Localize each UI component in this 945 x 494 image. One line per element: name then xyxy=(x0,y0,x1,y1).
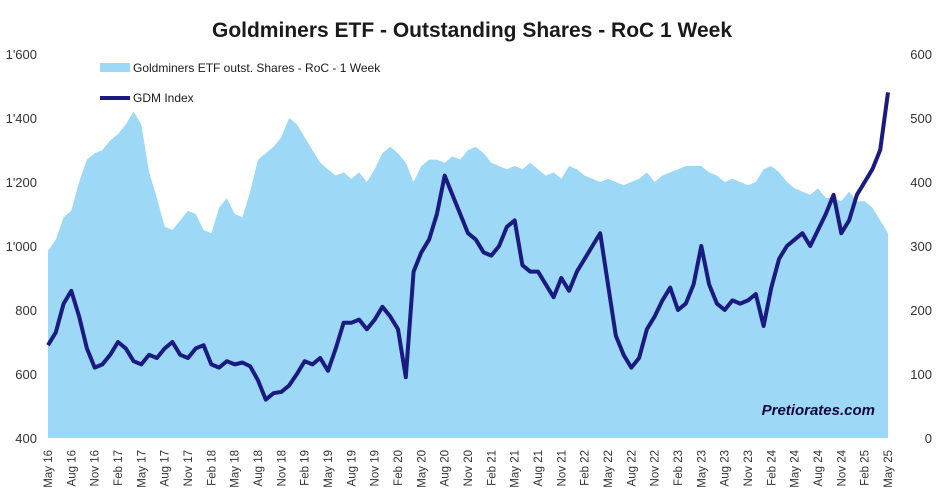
x-axis-tick-label: Aug 24 xyxy=(813,449,825,486)
chart-title: Goldminers ETF - Outstanding Shares - Ro… xyxy=(212,19,732,42)
series-line-gdm-index xyxy=(46,92,890,402)
x-axis-tick-label: May 24 xyxy=(790,449,802,487)
x-axis-tick-label: Feb 22 xyxy=(580,450,592,486)
x-axis-tick-label: May 17 xyxy=(136,450,148,488)
left-axis: 400 600 800 1'000 1'200 1'400 1'600 xyxy=(6,47,37,446)
x-axis-tick-label: Aug 16 xyxy=(66,450,78,486)
x-axis-tick-label: Aug 18 xyxy=(253,450,265,486)
x-axis-tick-label: Nov 16 xyxy=(90,450,102,486)
x-axis-tick-label: Feb 17 xyxy=(113,450,125,486)
x-axis-tick-label: May 22 xyxy=(603,450,615,488)
right-axis-tick-label: 500 xyxy=(910,111,932,126)
x-axis-tick-label: Aug 19 xyxy=(346,450,358,486)
left-axis-tick-label: 800 xyxy=(15,303,37,318)
left-axis-tick-label: 400 xyxy=(15,431,37,446)
x-axis-tick-label: Nov 21 xyxy=(556,450,568,486)
x-axis-tick-label: Nov 23 xyxy=(743,450,755,486)
x-axis-tick-label: May 18 xyxy=(230,450,242,488)
x-axis-tick-label: Nov 22 xyxy=(650,450,662,486)
x-axis-tick-label: Feb 21 xyxy=(486,450,498,486)
x-axis-tick-label: Feb 24 xyxy=(766,449,778,485)
right-axis: 0 100 200 300 400 500 600 xyxy=(910,47,932,446)
x-axis-tick-label: Aug 17 xyxy=(160,450,172,486)
x-axis-tick-label: May 25 xyxy=(883,450,895,488)
legend-swatch-shares xyxy=(100,63,130,72)
x-axis-tick-label: May 19 xyxy=(323,450,335,488)
x-axis-tick-label: Nov 24 xyxy=(836,449,848,486)
x-axis-tick-label: Aug 21 xyxy=(533,450,545,486)
left-axis-tick-label: 1'400 xyxy=(6,111,37,126)
legend: Goldminers ETF outst. Shares - RoC - 1 W… xyxy=(100,61,381,105)
left-axis-tick-label: 1'000 xyxy=(6,239,37,254)
x-axis-tick-label: Aug 20 xyxy=(440,450,452,486)
legend-label-shares: Goldminers ETF outst. Shares - RoC - 1 W… xyxy=(133,61,381,75)
right-axis-tick-label: 0 xyxy=(925,431,932,446)
x-axis-tick-label: Feb 18 xyxy=(206,450,218,486)
right-axis-tick-label: 600 xyxy=(910,47,932,62)
left-axis-tick-label: 600 xyxy=(15,367,37,382)
x-axis-tick-label: Aug 22 xyxy=(626,450,638,486)
x-axis-tick-label: Nov 19 xyxy=(370,450,382,486)
x-axis-tick-label: Nov 17 xyxy=(183,450,195,486)
watermark: Pretiorates.com xyxy=(762,402,875,419)
left-axis-tick-label: 1'600 xyxy=(6,47,37,62)
right-axis-tick-label: 200 xyxy=(910,303,932,318)
x-axis-tick-label: Feb 23 xyxy=(673,450,685,486)
x-axis-tick-label: Feb 20 xyxy=(393,450,405,486)
x-axis-tick-label: May 23 xyxy=(696,450,708,488)
x-axis-tick-label: Nov 18 xyxy=(276,450,288,486)
x-axis-tick-label: May 21 xyxy=(510,450,522,488)
right-axis-tick-label: 400 xyxy=(910,175,932,190)
x-axis-tick-label: Feb 19 xyxy=(300,450,312,486)
right-axis-tick-label: 100 xyxy=(910,367,932,382)
series-area-shares-roc xyxy=(48,111,888,438)
x-axis: May 16 Aug 16 Nov 16 Feb 17 May 17 Aug 17 Nov … xyxy=(43,449,895,487)
x-axis-tick-label: May 16 xyxy=(43,450,55,488)
right-axis-tick-label: 300 xyxy=(910,239,932,254)
x-axis-tick-label: Nov 20 xyxy=(463,450,475,486)
x-axis-tick-label: May 20 xyxy=(416,450,428,488)
left-axis-tick-label: 1'200 xyxy=(6,175,37,190)
plot-series xyxy=(46,92,890,438)
legend-label-gdm: GDM Index xyxy=(133,91,194,105)
x-axis-tick-label: Feb 25 xyxy=(860,450,872,486)
x-axis-tick-label: Aug 23 xyxy=(720,450,732,486)
